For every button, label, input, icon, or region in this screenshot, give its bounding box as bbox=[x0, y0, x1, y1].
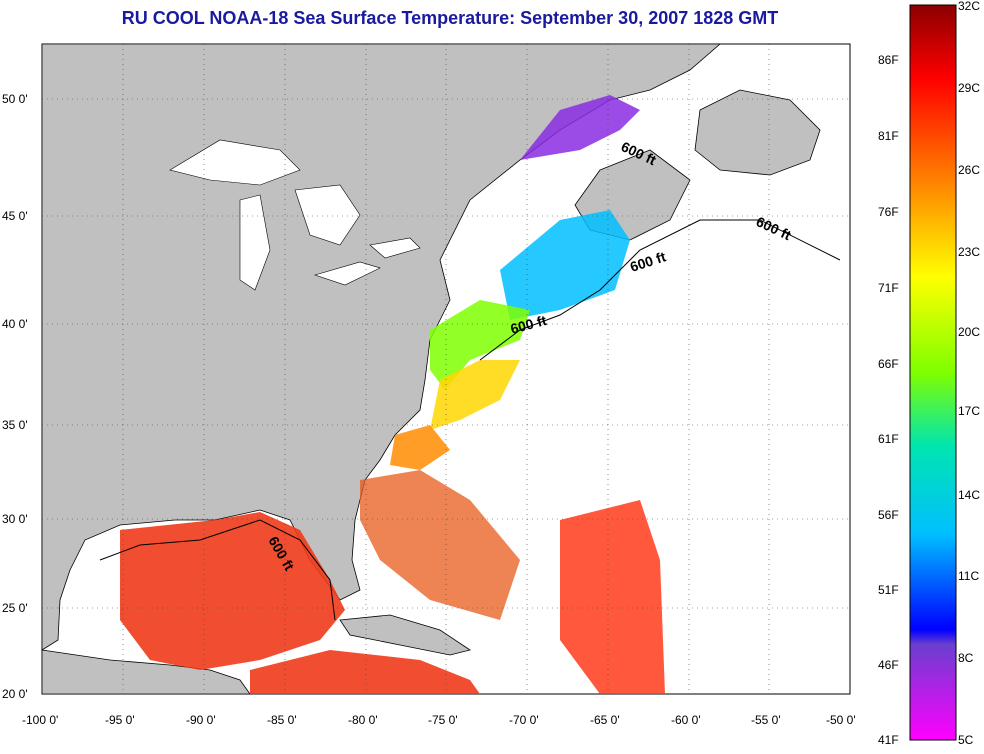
colorbar-c-label: 14C bbox=[958, 488, 980, 502]
lake-ontario bbox=[369, 237, 421, 259]
sst-gulf-of-maine bbox=[500, 210, 630, 320]
colorbar-celsius-labels: 32C 29C 26C 23C 20C 17C 14C 11C 8C 5C bbox=[958, 0, 980, 747]
sst-atlantic-east bbox=[360, 470, 520, 620]
y-axis: 50 0' 45 0' 40 0' 35 0' 30 0' 25 0' 20 0… bbox=[2, 92, 28, 701]
colorbar-f-label: 41F bbox=[878, 733, 899, 747]
y-tick: 40 0' bbox=[2, 317, 28, 331]
colorbar-c-label: 17C bbox=[958, 404, 980, 418]
colorbar-f-label: 66F bbox=[878, 357, 899, 371]
colorbar-c-label: 29C bbox=[958, 81, 980, 95]
isobath-600ft bbox=[99, 219, 841, 621]
x-tick: -80 0' bbox=[348, 713, 378, 727]
sst-gulf-stlawrence bbox=[520, 95, 640, 160]
grid-lines bbox=[42, 44, 850, 694]
sst-gulf-of-mexico bbox=[120, 512, 345, 670]
sst-sargasso bbox=[560, 500, 665, 694]
x-tick: -95 0' bbox=[105, 713, 135, 727]
colorbar-c-label: 20C bbox=[958, 325, 980, 339]
lake-superior bbox=[169, 139, 301, 186]
y-tick: 50 0' bbox=[2, 92, 28, 106]
x-tick: -50 0' bbox=[826, 713, 856, 727]
sst-carolina-orange bbox=[390, 425, 450, 470]
lake-michigan bbox=[239, 194, 271, 291]
x-tick: -55 0' bbox=[751, 713, 781, 727]
colorbar-f-label: 61F bbox=[878, 432, 899, 446]
colorbar-c-label: 32C bbox=[958, 0, 980, 13]
colorbar bbox=[909, 4, 957, 741]
colorbar-c-label: 5C bbox=[958, 733, 974, 747]
lake-huron bbox=[294, 184, 361, 246]
lake-erie bbox=[313, 261, 381, 286]
x-tick: -70 0' bbox=[509, 713, 539, 727]
colorbar-f-label: 81F bbox=[878, 129, 899, 143]
x-axis: -100 0' -95 0' -90 0' -85 0' -80 0' -75 … bbox=[22, 713, 856, 727]
y-tick: 30 0' bbox=[2, 512, 28, 526]
x-tick: -65 0' bbox=[590, 713, 620, 727]
colorbar-f-label: 56F bbox=[878, 508, 899, 522]
colorbar-c-label: 26C bbox=[958, 163, 980, 177]
x-tick: -90 0' bbox=[186, 713, 216, 727]
land-yucatan bbox=[41, 649, 251, 695]
colorbar-f-label: 86F bbox=[878, 53, 899, 67]
x-tick: -75 0' bbox=[428, 713, 458, 727]
colorbar-fahrenheit-labels: 86F 81F 76F 71F 66F 61F 56F 51F 46F 41F bbox=[878, 53, 899, 747]
y-tick: 45 0' bbox=[2, 209, 28, 223]
colorbar-f-label: 71F bbox=[878, 281, 899, 295]
land-newfoundland bbox=[694, 89, 821, 176]
y-tick: 20 0' bbox=[2, 687, 28, 701]
sst-caribbean bbox=[250, 650, 480, 694]
sst-midatlantic-shelf bbox=[430, 300, 530, 390]
x-tick: -85 0' bbox=[267, 713, 297, 727]
sst-shelf-yellow bbox=[430, 360, 520, 430]
colorbar-c-label: 23C bbox=[958, 245, 980, 259]
y-tick: 35 0' bbox=[2, 418, 28, 432]
colorbar-f-label: 76F bbox=[878, 205, 899, 219]
land-cuba bbox=[339, 614, 471, 656]
x-tick: -100 0' bbox=[22, 713, 58, 727]
colorbar-c-label: 8C bbox=[958, 651, 974, 665]
y-tick: 25 0' bbox=[2, 601, 28, 615]
x-tick: -60 0' bbox=[671, 713, 701, 727]
colorbar-f-label: 46F bbox=[878, 658, 899, 672]
colorbar-f-label: 51F bbox=[878, 583, 899, 597]
colorbar-c-label: 11C bbox=[958, 569, 979, 583]
map-title: RU COOL NOAA-18 Sea Surface Temperature:… bbox=[121, 8, 779, 28]
